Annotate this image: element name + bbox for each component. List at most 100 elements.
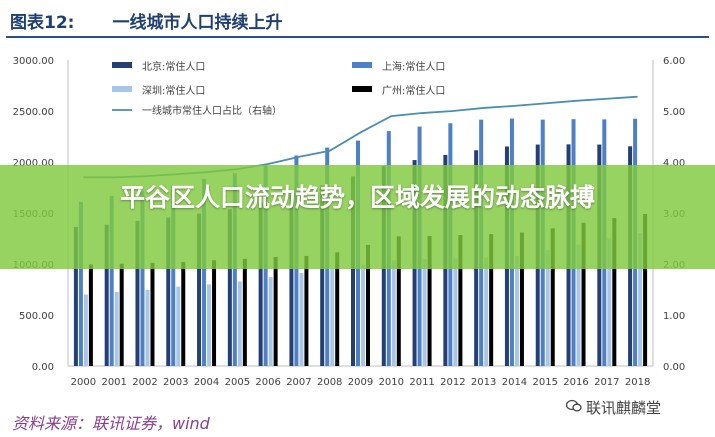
x-tick-label: 2015 bbox=[533, 377, 558, 388]
x-tick-label: 2002 bbox=[132, 377, 157, 388]
bar-4 bbox=[181, 262, 186, 366]
bar-3 bbox=[83, 294, 88, 366]
wechat-icon bbox=[565, 399, 582, 417]
chart-title: 图表12: 一线城市人口持续上升 bbox=[10, 8, 282, 33]
x-tick-label: 2018 bbox=[625, 377, 650, 388]
watermark: 联讯麒麟堂 bbox=[565, 397, 661, 418]
figure-title: 一线城市人口持续上升 bbox=[112, 13, 283, 33]
x-tick-label: 2011 bbox=[409, 377, 434, 388]
legend-swatch bbox=[352, 62, 372, 68]
bar-4 bbox=[489, 234, 494, 366]
y2-tick-label: 4.00 bbox=[663, 158, 685, 169]
x-tick-label: 2005 bbox=[225, 377, 250, 388]
bar-4 bbox=[242, 258, 247, 366]
x-tick-label: 2008 bbox=[317, 377, 342, 388]
bar-4 bbox=[396, 236, 401, 366]
bar-3 bbox=[237, 281, 242, 366]
y2-tick-label: 1.00 bbox=[663, 311, 685, 322]
legend-swatch bbox=[352, 86, 372, 92]
bar-2 bbox=[78, 201, 83, 366]
bar-3 bbox=[638, 233, 643, 366]
bar-3 bbox=[607, 238, 612, 366]
bar-3 bbox=[361, 264, 365, 366]
x-tick-label: 2010 bbox=[379, 377, 404, 388]
bar-4 bbox=[119, 263, 124, 366]
bar-3 bbox=[484, 257, 489, 366]
bar-3 bbox=[268, 277, 273, 366]
bar-3 bbox=[391, 260, 396, 366]
source-note: 资料来源：联讯证券，wind bbox=[12, 414, 210, 433]
y-tick-label: 2000.00 bbox=[13, 158, 54, 169]
bar-4 bbox=[366, 244, 370, 366]
bar-3 bbox=[330, 268, 335, 366]
x-tick-label: 2017 bbox=[594, 377, 619, 388]
bar-3 bbox=[176, 286, 181, 366]
legend-swatch bbox=[112, 62, 132, 68]
x-tick-label: 2001 bbox=[101, 377, 126, 388]
bar-2 bbox=[202, 178, 207, 366]
bar-4 bbox=[643, 214, 648, 366]
bar-3 bbox=[299, 272, 304, 366]
bar-2 bbox=[140, 191, 145, 366]
bar-2 bbox=[109, 195, 114, 366]
bar-3 bbox=[145, 289, 150, 366]
bar-4 bbox=[612, 218, 617, 366]
legend-label: 深圳:常住人口 bbox=[142, 84, 205, 97]
bar-4 bbox=[335, 252, 340, 366]
x-tick-label: 2016 bbox=[563, 377, 588, 388]
bar-3 bbox=[453, 258, 458, 366]
legend-label: 广州:常住人口 bbox=[382, 84, 445, 97]
bar-1 bbox=[197, 213, 202, 366]
bar-2 bbox=[171, 185, 176, 366]
bar-4 bbox=[519, 232, 524, 366]
title-divider bbox=[6, 36, 709, 38]
bar-1 bbox=[135, 220, 140, 366]
bar-2 bbox=[232, 173, 237, 366]
bar-1 bbox=[289, 195, 294, 366]
banner-headline: 平谷区人口流动趋势，区域发展的动态脉搏 bbox=[119, 183, 595, 212]
bar-3 bbox=[514, 256, 519, 366]
y-tick-label: 500.00 bbox=[19, 311, 54, 322]
figure-label: 图表12: bbox=[10, 13, 75, 33]
bar-1 bbox=[227, 209, 232, 366]
bar-3 bbox=[576, 244, 581, 366]
x-tick-label: 2012 bbox=[440, 377, 465, 388]
x-tick-label: 2006 bbox=[255, 377, 280, 388]
bar-4 bbox=[427, 235, 432, 366]
bar-4 bbox=[581, 222, 586, 366]
bar-1 bbox=[320, 185, 325, 366]
bar-4 bbox=[212, 260, 217, 366]
legend-label: 北京:常住人口 bbox=[142, 60, 205, 73]
bar-4 bbox=[458, 235, 463, 366]
bar-3 bbox=[422, 259, 427, 366]
x-tick-label: 2007 bbox=[286, 377, 311, 388]
bar-1 bbox=[104, 224, 109, 366]
bar-3 bbox=[545, 249, 550, 366]
y2-tick-label: 5.00 bbox=[663, 107, 685, 118]
y-tick-label: 2500.00 bbox=[13, 107, 54, 118]
legend-label: 上海:常住人口 bbox=[382, 60, 445, 73]
x-tick-label: 2013 bbox=[471, 377, 496, 388]
x-tick-label: 2004 bbox=[194, 377, 219, 388]
y-tick-label: 3000.00 bbox=[13, 56, 54, 67]
y2-tick-label: 6.00 bbox=[663, 56, 685, 67]
x-tick-label: 2003 bbox=[163, 377, 188, 388]
bar-1 bbox=[73, 226, 78, 366]
bar-1 bbox=[258, 202, 263, 366]
bar-4 bbox=[273, 257, 278, 366]
x-tick-label: 2009 bbox=[348, 377, 373, 388]
y-tick-label: 0.00 bbox=[32, 362, 54, 373]
bar-1 bbox=[166, 217, 171, 366]
legend-swatch bbox=[112, 86, 132, 92]
bar-4 bbox=[150, 262, 155, 366]
overlay-banner: 平谷区人口流动趋势，区域发展的动态脉搏 bbox=[0, 165, 715, 269]
legend-label: 一线城市常住人口占比（右轴） bbox=[142, 104, 282, 117]
y2-tick-label: 0.00 bbox=[663, 362, 685, 373]
bar-3 bbox=[114, 292, 119, 366]
bar-1 bbox=[351, 176, 355, 366]
bar-4 bbox=[550, 228, 555, 366]
x-tick-label: 2014 bbox=[502, 377, 527, 388]
x-tick-label: 2000 bbox=[71, 377, 96, 388]
bar-3 bbox=[207, 284, 212, 366]
bar-4 bbox=[304, 255, 309, 366]
